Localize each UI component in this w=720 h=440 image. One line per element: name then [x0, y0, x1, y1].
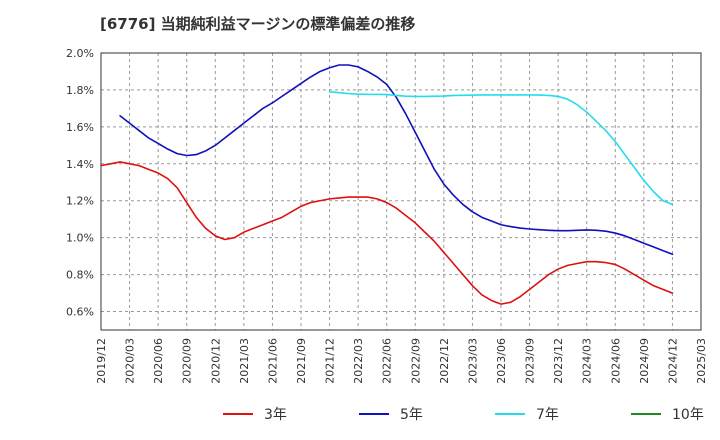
x-tick-label: 2021/12: [324, 338, 337, 384]
x-tick-label: 2021/03: [238, 338, 251, 384]
legend-label-5年: 5年: [400, 407, 423, 423]
y-tick-label: 1.8%: [66, 84, 94, 97]
x-tick-label: 2025/03: [695, 338, 708, 384]
x-tick-label: 2023/06: [495, 338, 508, 384]
x-tick-label: 2024/09: [638, 338, 651, 384]
x-tick-label: 2021/06: [266, 338, 279, 384]
series-line-7年: [328, 90, 674, 206]
x-axis: 2019/12 2020/03 2020/06 2020/09 2020/12 2021/…: [95, 338, 708, 384]
x-tick-label: 2024/03: [581, 338, 594, 384]
grid: [100, 52, 702, 331]
y-tick-label: 1.4%: [66, 158, 94, 171]
x-tick-label: 2020/09: [181, 338, 194, 384]
y-axis: 0.6% 0.8% 1.0% 1.2% 1.4% 1.6% 1.8% 2.0%: [66, 47, 94, 319]
x-tick-label: 2022/09: [409, 338, 422, 384]
x-tick-label: 2020/03: [124, 338, 137, 384]
y-tick-label: 1.0%: [66, 232, 94, 245]
x-tick-label: 2023/12: [552, 338, 565, 384]
y-tick-label: 1.6%: [66, 121, 94, 134]
x-tick-label: 2022/12: [438, 338, 451, 384]
series-line-3年: [100, 161, 674, 305]
x-tick-label: 2023/09: [524, 338, 537, 384]
series-lines: [100, 64, 674, 305]
x-tick-label: 2023/03: [466, 338, 479, 384]
legend-label-7年: 7年: [536, 407, 559, 423]
y-tick-label: 2.0%: [66, 47, 94, 60]
y-tick-label: 0.6%: [66, 306, 94, 319]
plot-border: [100, 52, 702, 331]
x-tick-label: 2022/03: [352, 338, 365, 384]
y-tick-label: 0.8%: [66, 269, 94, 282]
series-line-5年: [119, 64, 674, 256]
x-tick-label: 2024/12: [666, 338, 679, 384]
plot-area: [101, 53, 701, 330]
x-tick-label: 2020/12: [209, 338, 222, 384]
x-tick-label: 2019/12: [95, 338, 108, 384]
legend-label-10年: 10年: [672, 407, 704, 423]
x-tick-label: 2020/06: [152, 338, 165, 384]
chart-title: [6776] 当期純利益マージンの標準偏差の推移: [100, 15, 415, 33]
legend-label-3年: 3年: [264, 407, 287, 423]
legend: 3年 5年 7年 10年: [223, 407, 704, 423]
x-tick-label: 2021/09: [295, 338, 308, 384]
x-tick-label: 2022/06: [381, 338, 394, 384]
y-tick-label: 1.2%: [66, 195, 94, 208]
plot-background: [101, 53, 701, 330]
x-tick-label: 2024/06: [609, 338, 622, 384]
